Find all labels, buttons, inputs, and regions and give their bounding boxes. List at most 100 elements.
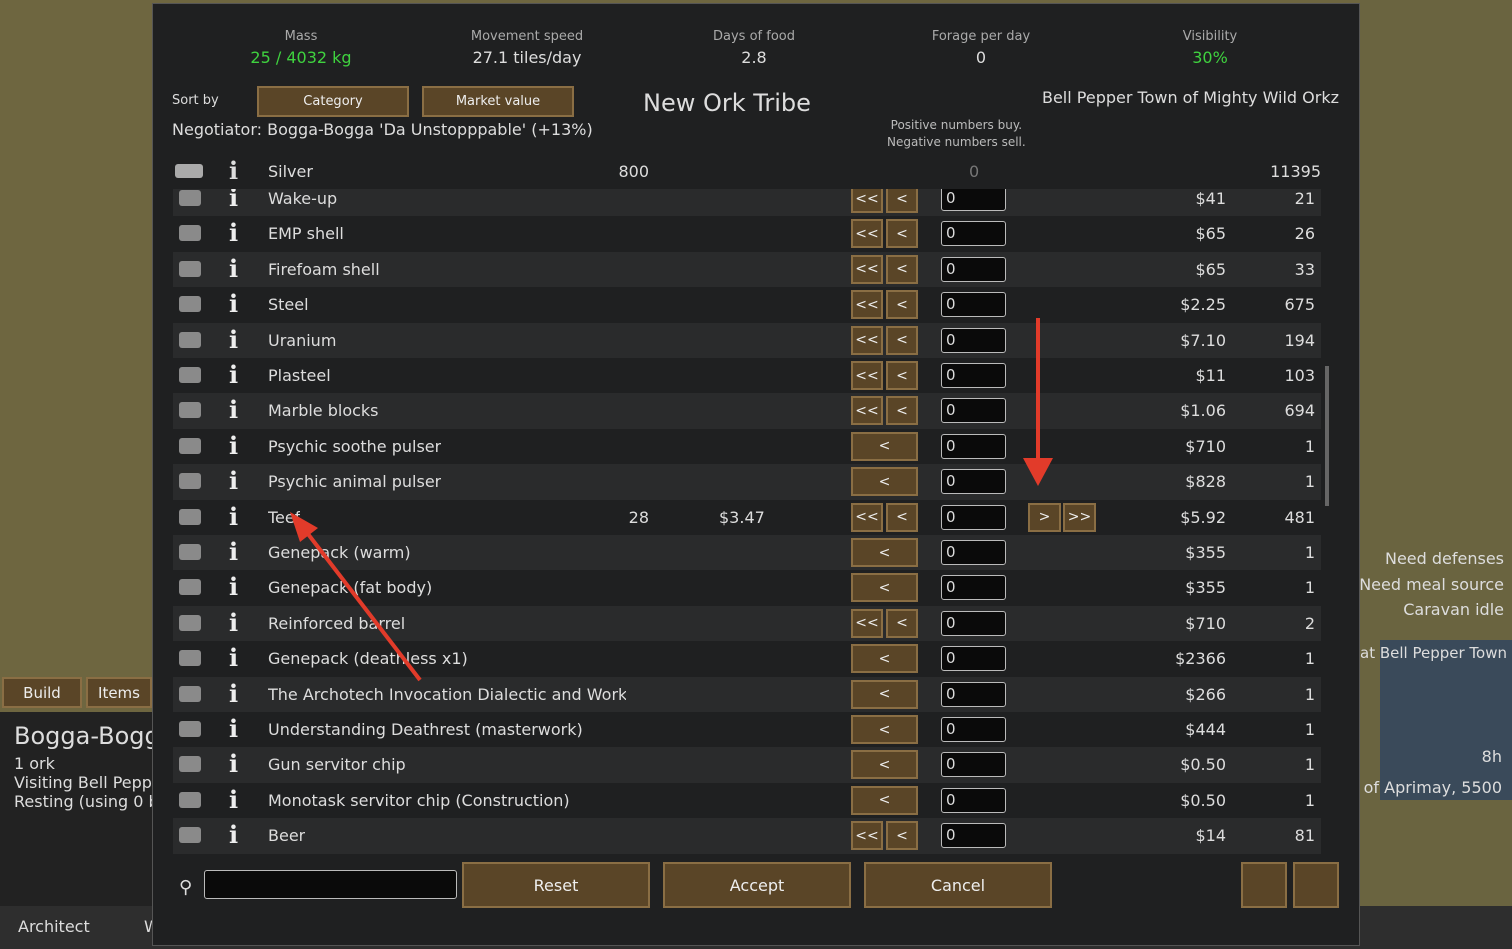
amount-input[interactable]: 0 [941, 575, 1006, 601]
buy-button[interactable]: < [851, 679, 918, 709]
info-icon[interactable]: i [229, 360, 239, 389]
amount-input[interactable]: 0 [941, 363, 1006, 388]
buy-button[interactable]: < [851, 431, 918, 461]
tab[interactable]: Build [2, 677, 82, 708]
amount-input[interactable]: 0 [941, 256, 1006, 282]
info-icon[interactable]: i [229, 501, 239, 531]
buy-all-button[interactable]: << [851, 325, 883, 355]
amount-input[interactable]: 0 [941, 717, 1006, 742]
amount-input[interactable]: 0 [941, 610, 1006, 636]
cancel-button[interactable]: Cancel [864, 862, 1052, 908]
buy-all-button[interactable]: << [851, 254, 883, 284]
buy-all-button[interactable]: << [851, 189, 883, 213]
amount-input[interactable]: 0 [941, 752, 1006, 778]
buy-all-button[interactable]: << [851, 361, 883, 390]
buy-button[interactable]: < [851, 644, 918, 674]
amount-input[interactable]: 0 [941, 646, 1006, 672]
info-icon[interactable]: i [229, 253, 239, 283]
buy-button[interactable]: < [851, 750, 918, 780]
trader-count: 1 [1304, 436, 1315, 456]
cart-button[interactable] [1293, 862, 1339, 908]
alert[interactable]: Caravan idle [1403, 600, 1504, 619]
amount-input[interactable]: 0 [941, 469, 1006, 495]
buy-button[interactable]: < [851, 538, 918, 567]
trader-count: 21 [1294, 189, 1315, 208]
amount-input[interactable]: 0 [941, 504, 1006, 530]
info-icon[interactable]: i [229, 714, 239, 743]
buy-all-button[interactable]: << [851, 502, 883, 532]
buy-button[interactable]: < [886, 396, 918, 426]
buy-button[interactable]: < [851, 715, 918, 744]
info-icon[interactable]: i [229, 189, 239, 212]
info-icon[interactable]: i [229, 430, 239, 460]
info-icon[interactable]: i [229, 749, 239, 779]
item-name: Silver [268, 162, 313, 181]
buy-button[interactable]: < [886, 325, 918, 355]
item-row: i Psychic animal pulser <0 $828 1 [173, 464, 1321, 500]
info-icon[interactable]: i [229, 607, 239, 637]
buy-button[interactable]: < [851, 573, 918, 603]
info-icon[interactable]: i [229, 820, 239, 850]
amount-input[interactable]: 0 [941, 221, 1006, 247]
title: New Ork Tribe [643, 89, 811, 117]
buy-button[interactable]: < [851, 467, 918, 497]
scrollbar[interactable] [1325, 366, 1329, 506]
amount-input[interactable]: 0 [941, 540, 1006, 565]
tab[interactable]: Items [86, 677, 152, 708]
alert[interactable]: Need defenses [1384, 549, 1504, 568]
buy-button[interactable]: < [886, 361, 918, 390]
sort-button[interactable]: Market value [422, 86, 574, 117]
info-icon[interactable]: i [229, 324, 239, 354]
info-icon[interactable]: i [229, 784, 239, 814]
sell-button[interactable]: > [1028, 502, 1061, 532]
info-icon[interactable]: i [229, 289, 239, 319]
buy-all-button[interactable]: << [851, 290, 883, 320]
buy-button[interactable]: < [886, 290, 918, 320]
amount-input[interactable]: 0 [941, 823, 1006, 849]
sort-button[interactable]: Category [257, 86, 409, 117]
info-icon[interactable]: i [229, 678, 239, 708]
buy-button[interactable]: < [886, 608, 918, 638]
info-icon[interactable]: i [229, 537, 239, 566]
buy-button[interactable]: < [851, 785, 918, 815]
info-icon[interactable]: i [229, 156, 239, 185]
buy-all-button[interactable]: << [851, 821, 883, 851]
buy-button[interactable]: < [886, 254, 918, 284]
info-icon[interactable]: i [229, 643, 239, 673]
amount-input[interactable]: 0 [941, 292, 1006, 318]
trader-price: $444 [1185, 720, 1226, 739]
icon [179, 650, 201, 667]
item-row: i Beer << <0 $14 81 [173, 818, 1321, 854]
accept-button[interactable]: Accept [663, 862, 851, 908]
buy-button[interactable]: < [886, 502, 918, 532]
buy-all-button[interactable]: << [851, 608, 883, 638]
amount-input[interactable]: 0 [941, 398, 1006, 424]
amount-input[interactable]: 0 [941, 327, 1006, 353]
buy-all-button[interactable]: << [851, 219, 883, 249]
buy-button[interactable]: < [886, 821, 918, 851]
amount-input[interactable]: 0 [941, 433, 1006, 459]
icon [179, 508, 201, 525]
icon [179, 190, 201, 206]
amount-input[interactable]: 0 [941, 787, 1006, 813]
water [1380, 640, 1512, 800]
amount-input[interactable]: 0 [941, 189, 1006, 211]
info-icon[interactable]: i [229, 466, 239, 496]
buy-all-button[interactable]: << [851, 396, 883, 426]
sell-button[interactable]: >> [1063, 502, 1096, 532]
search-input[interactable] [204, 870, 457, 899]
alert[interactable]: Need meal source [1359, 574, 1504, 594]
buy-button[interactable]: < [886, 219, 918, 249]
icon [179, 756, 201, 773]
colony-count: 28 [628, 507, 649, 527]
icon [179, 827, 201, 844]
info-icon[interactable]: i [229, 572, 239, 602]
bottom-tab[interactable]: Architect [18, 917, 90, 936]
info-icon[interactable]: i [229, 395, 239, 425]
gift-button[interactable] [1241, 862, 1287, 908]
reset-button[interactable]: Reset [462, 862, 650, 908]
info-icon[interactable]: i [229, 218, 239, 248]
buy-button[interactable]: < [886, 189, 918, 213]
trader-count: 1 [1304, 720, 1315, 739]
amount-input[interactable]: 0 [941, 681, 1006, 707]
